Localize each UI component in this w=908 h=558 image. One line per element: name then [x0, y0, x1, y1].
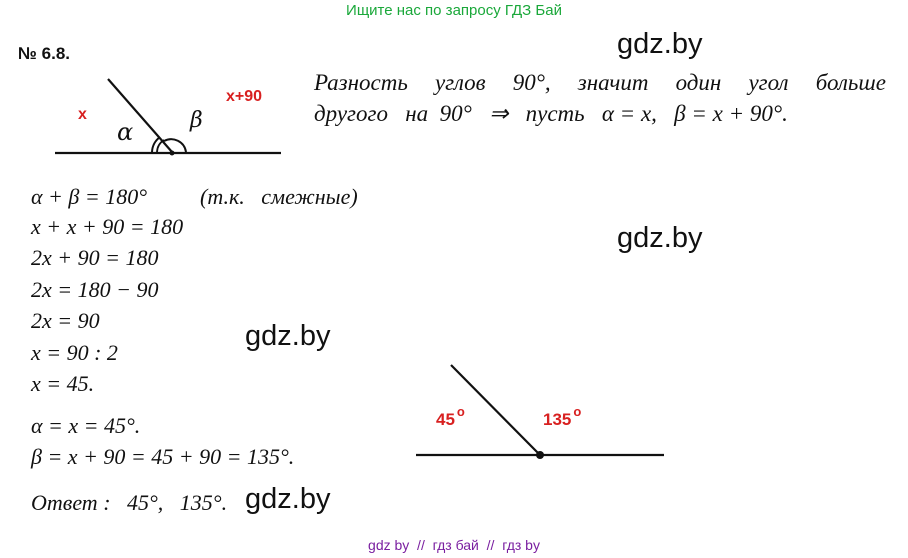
vertex-point [536, 451, 544, 459]
alpha-arc-inner [156, 139, 165, 153]
equation-step: x + x + 90 = 180 [31, 214, 184, 239]
watermark: gdz.by [617, 222, 703, 254]
top-banner[interactable]: Ищите нас по запросу ГДЗ Бай [346, 2, 562, 19]
degree-mark: o [456, 404, 465, 419]
equation-step: x = 45. [31, 371, 95, 396]
equation-alpha-result: α = x = 45°. [31, 413, 141, 438]
equation-note: (т.к. смежные) [200, 184, 358, 209]
answer-line: Ответ : 45°, 135°. [31, 490, 228, 515]
angle-value: 135 [543, 410, 572, 429]
equation-sum: α + β = 180° [31, 184, 147, 209]
degree-mark: o [573, 404, 582, 419]
equation-step: x = 90 : 2 [31, 340, 118, 365]
beta-arc [163, 138, 187, 153]
equation-beta-result: β = x + 90 = 45 + 90 = 135°. [31, 444, 295, 469]
watermark: gdz.by [245, 320, 331, 352]
angle-value: 45 [436, 410, 455, 429]
equation-step: 2x + 90 = 180 [31, 245, 159, 270]
ray-line [450, 364, 541, 456]
label-x: x [78, 106, 87, 123]
vertex-point [169, 150, 175, 156]
label-x-plus-90: x+90 [226, 88, 263, 105]
word: угол [748, 70, 789, 95]
word: один [675, 70, 722, 95]
word: 90°, [512, 70, 551, 95]
watermark: gdz.by [245, 483, 331, 515]
word: значит [577, 70, 649, 95]
figure-1 [55, 78, 281, 156]
word: Разность [314, 70, 408, 95]
description-line-2: другого на 90° ⇒ пусть α = x, β = x + 90… [314, 101, 788, 126]
word: углов [434, 70, 486, 95]
figure-2 [416, 364, 664, 459]
alpha-arc [151, 136, 161, 153]
ray-line [107, 78, 173, 153]
beta-label: β [190, 108, 203, 133]
problem-number: № 6.8. [18, 44, 71, 63]
alpha-label: α [117, 118, 134, 146]
angle-45-label: 45 o [436, 404, 465, 430]
equation-step: 2x = 180 − 90 [31, 277, 159, 302]
word: больше [815, 70, 886, 95]
watermark: gdz.by [617, 28, 703, 60]
angle-135-label: 135 o [543, 404, 581, 430]
description-line-1: Разность углов 90°, значит один угол бол… [314, 70, 886, 96]
equation-step: 2x = 90 [31, 308, 100, 333]
footer-links[interactable]: gdz by // гдз бай // гдз by [368, 537, 540, 553]
